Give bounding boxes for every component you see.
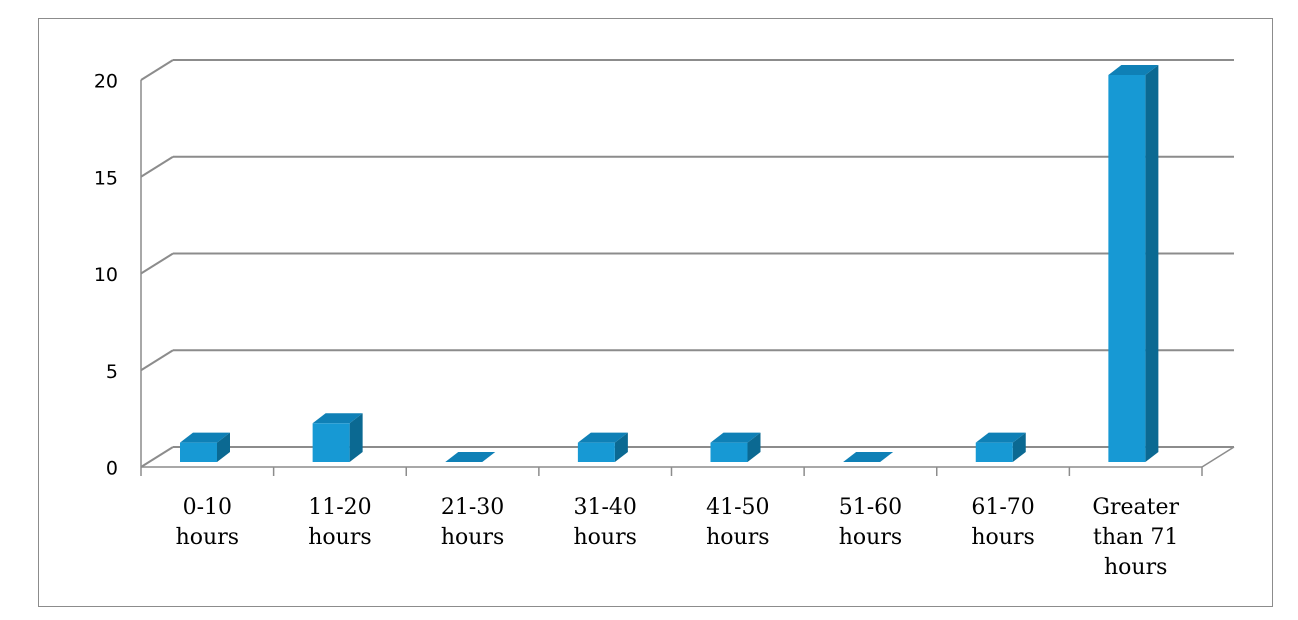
y-tick-label: 15 [94,167,118,189]
y-tick-label: 0 [106,458,118,480]
x-tick-label: 21-30 hours [440,495,505,550]
bar-top [843,452,894,462]
bar-top [445,452,496,462]
wall-grid-line [140,446,174,468]
x-tick-label: 31-40 hours [573,495,637,550]
bar-front [710,442,748,462]
floor-edge [1201,446,1235,468]
wall-grid-line [140,252,174,275]
bar-top [710,432,761,443]
x-tick-label: 11-20 hours [308,495,372,550]
x-tick-label: 41-50 hours [706,495,770,550]
bar-top [577,432,628,443]
bar-side [1145,65,1159,462]
y-tick-label: 10 [94,264,118,286]
bar-front [180,442,217,462]
bar-side [349,413,363,462]
x-tick-label: 61-70 hours [971,495,1035,550]
bar-front [312,423,350,462]
bar-side [747,432,761,462]
bar-top [312,413,363,424]
bar [975,432,1026,462]
bar-front [577,442,615,462]
bar-side [1012,432,1026,462]
bar [445,452,496,462]
bar-side [614,432,628,462]
x-tick-label: 0-10 hours [175,495,239,550]
wall-grid-line [140,349,174,372]
y-tick-label: 20 [94,71,118,93]
bar [577,432,628,462]
wall-grid-line [140,155,174,178]
x-tick-label: Greater than 71 hours [1092,495,1179,580]
bar [710,432,761,462]
bar-side [217,432,230,462]
bar-front [975,442,1013,462]
bar-top [975,432,1026,443]
bar [843,452,894,462]
bar [312,413,363,462]
bar-front [1108,75,1146,462]
y-tick-label: 5 [106,361,118,383]
x-tick-label: 51-60 hours [838,495,903,550]
wall-grid-line [140,59,174,81]
bar [1108,65,1159,462]
chart-border [38,18,1273,607]
bar-top [180,432,230,443]
bar [180,432,230,462]
bar-top [1108,65,1159,75]
